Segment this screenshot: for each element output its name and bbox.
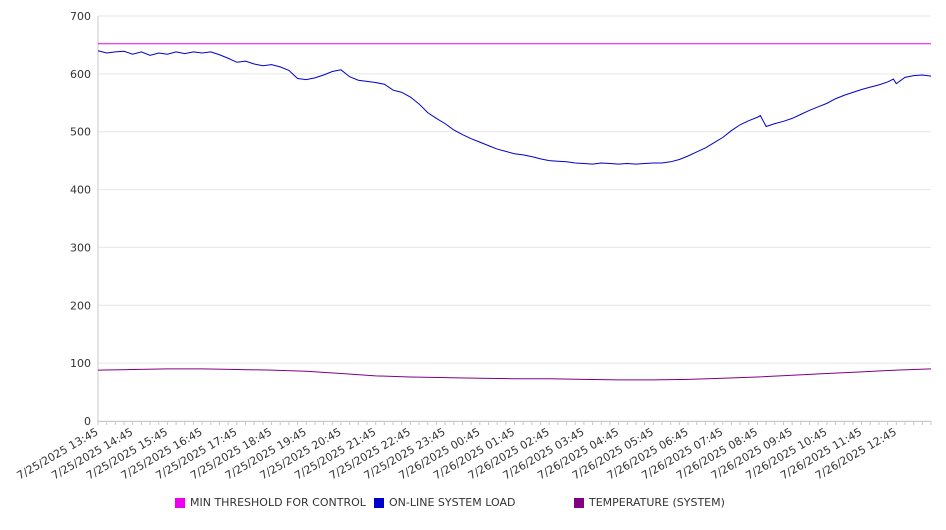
legend-swatch [175,497,185,508]
y-tick-label: 0 [84,415,91,428]
legend-label: TEMPERATURE (SYSTEM) [589,496,725,509]
y-tick-label: 400 [70,184,91,197]
legend-swatch [374,497,384,508]
y-axis: 0 100 200 300 400 500 600 700 [70,10,91,428]
gridlines [98,15,931,422]
y-tick-label: 100 [70,357,91,370]
x-axis: 7/25/2025 13:457/25/2025 14:457/25/2025 … [15,16,932,482]
y-tick-label: 700 [70,10,91,23]
legend-label: ON-LINE SYSTEM LOAD [389,496,516,509]
series-lines [97,43,932,381]
y-tick-label: 300 [70,241,91,254]
legend-item[interactable]: MIN THRESHOLD FOR CONTROL [175,496,366,509]
legend-label: MIN THRESHOLD FOR CONTROL [190,496,366,509]
y-tick-label: 600 [70,68,91,81]
y-tick-label: 500 [70,126,91,139]
series-line-3 [97,368,932,381]
y-tick-label: 200 [70,299,91,312]
legend-item[interactable]: ON-LINE SYSTEM LOAD [374,496,515,509]
legend: MIN THRESHOLD FOR CONTROL ON-LINE SYSTEM … [0,496,946,516]
legend-swatch [574,497,584,508]
series-line-2 [97,50,932,165]
legend-item[interactable]: TEMPERATURE (SYSTEM) [574,496,725,509]
